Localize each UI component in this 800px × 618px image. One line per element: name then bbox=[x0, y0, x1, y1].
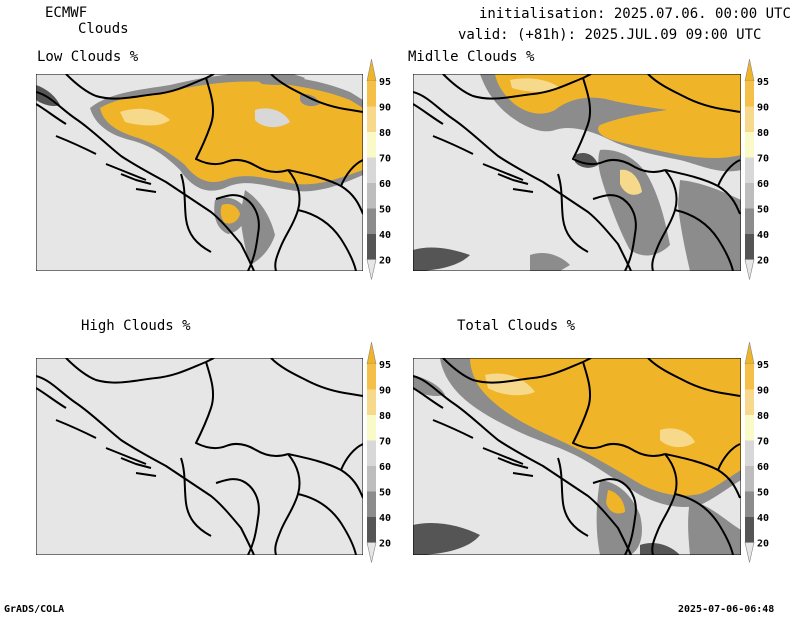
colorbar-bottom-arrow bbox=[744, 259, 755, 280]
model-label: ECMWF bbox=[45, 5, 88, 21]
colorbar-tick-label: 95 bbox=[379, 77, 391, 88]
footer-right: 2025-07-06-06:48 bbox=[678, 604, 775, 615]
colorbar-segment bbox=[367, 517, 376, 543]
colorbar-high: 95 90 80 70 60 50 40 20 bbox=[366, 341, 391, 563]
colorbar-tick-label: 40 bbox=[757, 230, 769, 241]
colorbar-tick-label: 60 bbox=[379, 462, 391, 473]
valid-label-text: valid: (+81h): bbox=[458, 27, 577, 43]
colorbar-tick-label: 60 bbox=[379, 179, 391, 190]
colorbar-tick-label: 80 bbox=[757, 128, 769, 139]
map-panel-low bbox=[36, 74, 363, 271]
colorbar-segment bbox=[367, 81, 376, 107]
colorbar-tick-label: 20 bbox=[757, 256, 769, 267]
colorbar-segment bbox=[367, 466, 376, 492]
colorbar-tick-label: 70 bbox=[757, 154, 769, 165]
colorbar-segment bbox=[367, 491, 376, 517]
colorbar-segment bbox=[367, 234, 376, 260]
colorbar-top-arrow bbox=[366, 341, 377, 365]
map-panel-total bbox=[413, 358, 741, 555]
colorbar-segment bbox=[367, 208, 376, 234]
panel-title-low: Low Clouds % bbox=[37, 49, 139, 65]
colorbar-top-arrow bbox=[744, 58, 755, 82]
colorbar-segment bbox=[745, 132, 754, 158]
colorbar-tick-label: 50 bbox=[379, 205, 391, 216]
colorbar-tick-label: 95 bbox=[757, 77, 769, 88]
colorbar-tick-label: 95 bbox=[757, 360, 769, 371]
colorbar-segment bbox=[367, 389, 376, 415]
colorbar-segment bbox=[367, 106, 376, 132]
colorbar-tick-label: 70 bbox=[379, 154, 391, 165]
valid-value: 2025.JUL.09 09:00 UTC bbox=[584, 27, 762, 43]
valid-label: valid: (+81h): 2025.JUL.09 09:00 UTC bbox=[458, 27, 761, 43]
colorbar-segment bbox=[745, 183, 754, 209]
colorbar-top-arrow bbox=[366, 58, 377, 82]
colorbar-tick-label: 40 bbox=[379, 230, 391, 241]
init-label-text: initialisation: bbox=[479, 6, 606, 22]
colorbar-tick-label: 20 bbox=[379, 539, 391, 550]
colorbar-tick-label: 50 bbox=[757, 488, 769, 499]
colorbar-tick-label: 90 bbox=[379, 103, 391, 114]
colorbar-tick-label: 20 bbox=[757, 539, 769, 550]
colorbar-segment bbox=[745, 234, 754, 260]
colorbar-tick-label: 70 bbox=[379, 437, 391, 448]
colorbar-middle: 95 90 80 70 60 50 40 20 bbox=[744, 58, 769, 280]
panel-title-high: High Clouds % bbox=[81, 318, 191, 334]
colorbar-tick-label: 60 bbox=[757, 462, 769, 473]
colorbar-segment bbox=[745, 466, 754, 492]
colorbar-tick-label: 80 bbox=[757, 411, 769, 422]
colorbar-segment bbox=[745, 208, 754, 234]
colorbar-segment bbox=[745, 106, 754, 132]
colorbar-segment bbox=[745, 415, 754, 441]
map-panel-middle bbox=[413, 74, 741, 271]
footer-left: GrADS/COLA bbox=[4, 604, 65, 615]
colorbars: 95 90 80 70 60 50 40 20 95 90 80 70 60 50 40 20 95 90 80 70… bbox=[366, 58, 769, 563]
colorbar-segment bbox=[367, 132, 376, 158]
colorbar-tick-label: 80 bbox=[379, 411, 391, 422]
colorbar-bottom-arrow bbox=[744, 542, 755, 563]
colorbar-tick-label: 70 bbox=[757, 437, 769, 448]
product-label: Clouds bbox=[78, 21, 129, 37]
panel-title-total: Total Clouds % bbox=[457, 318, 576, 334]
colorbar-tick-label: 90 bbox=[757, 386, 769, 397]
colorbar-tick-label: 60 bbox=[757, 179, 769, 190]
colorbar-tick-label: 40 bbox=[379, 513, 391, 524]
colorbar-tick-label: 50 bbox=[379, 488, 391, 499]
colorbar-tick-label: 80 bbox=[379, 128, 391, 139]
colorbar-segment bbox=[367, 415, 376, 441]
init-label: initialisation: 2025.07.06. 00:00 UTC bbox=[479, 6, 791, 22]
colorbar-segment bbox=[367, 364, 376, 390]
colorbar-tick-label: 20 bbox=[379, 256, 391, 267]
colorbar-bottom-arrow bbox=[366, 542, 377, 563]
colorbar-segment bbox=[745, 517, 754, 543]
panel-title-middle: Midlle Clouds % bbox=[408, 49, 535, 65]
init-value: 2025.07.06. 00:00 UTC bbox=[613, 6, 791, 22]
colorbar-segment bbox=[367, 157, 376, 183]
colorbar-segment bbox=[745, 364, 754, 390]
colorbar-bottom-arrow bbox=[366, 259, 377, 280]
colorbar-segment bbox=[745, 440, 754, 466]
colorbar-tick-label: 50 bbox=[757, 205, 769, 216]
colorbar-segment bbox=[745, 81, 754, 107]
colorbar-tick-label: 40 bbox=[757, 513, 769, 524]
colorbar-low: 95 90 80 70 60 50 40 20 bbox=[366, 58, 391, 280]
colorbar-segment bbox=[367, 183, 376, 209]
colorbar-tick-label: 95 bbox=[379, 360, 391, 371]
colorbar-top-arrow bbox=[744, 341, 755, 365]
colorbar-segment bbox=[745, 389, 754, 415]
colorbar-tick-label: 90 bbox=[757, 103, 769, 114]
colorbar-total: 95 90 80 70 60 50 40 20 bbox=[744, 341, 769, 563]
map-panel-high bbox=[36, 358, 363, 555]
colorbar-segment bbox=[745, 157, 754, 183]
colorbar-segment bbox=[745, 491, 754, 517]
colorbar-tick-label: 90 bbox=[379, 386, 391, 397]
colorbar-segment bbox=[367, 440, 376, 466]
